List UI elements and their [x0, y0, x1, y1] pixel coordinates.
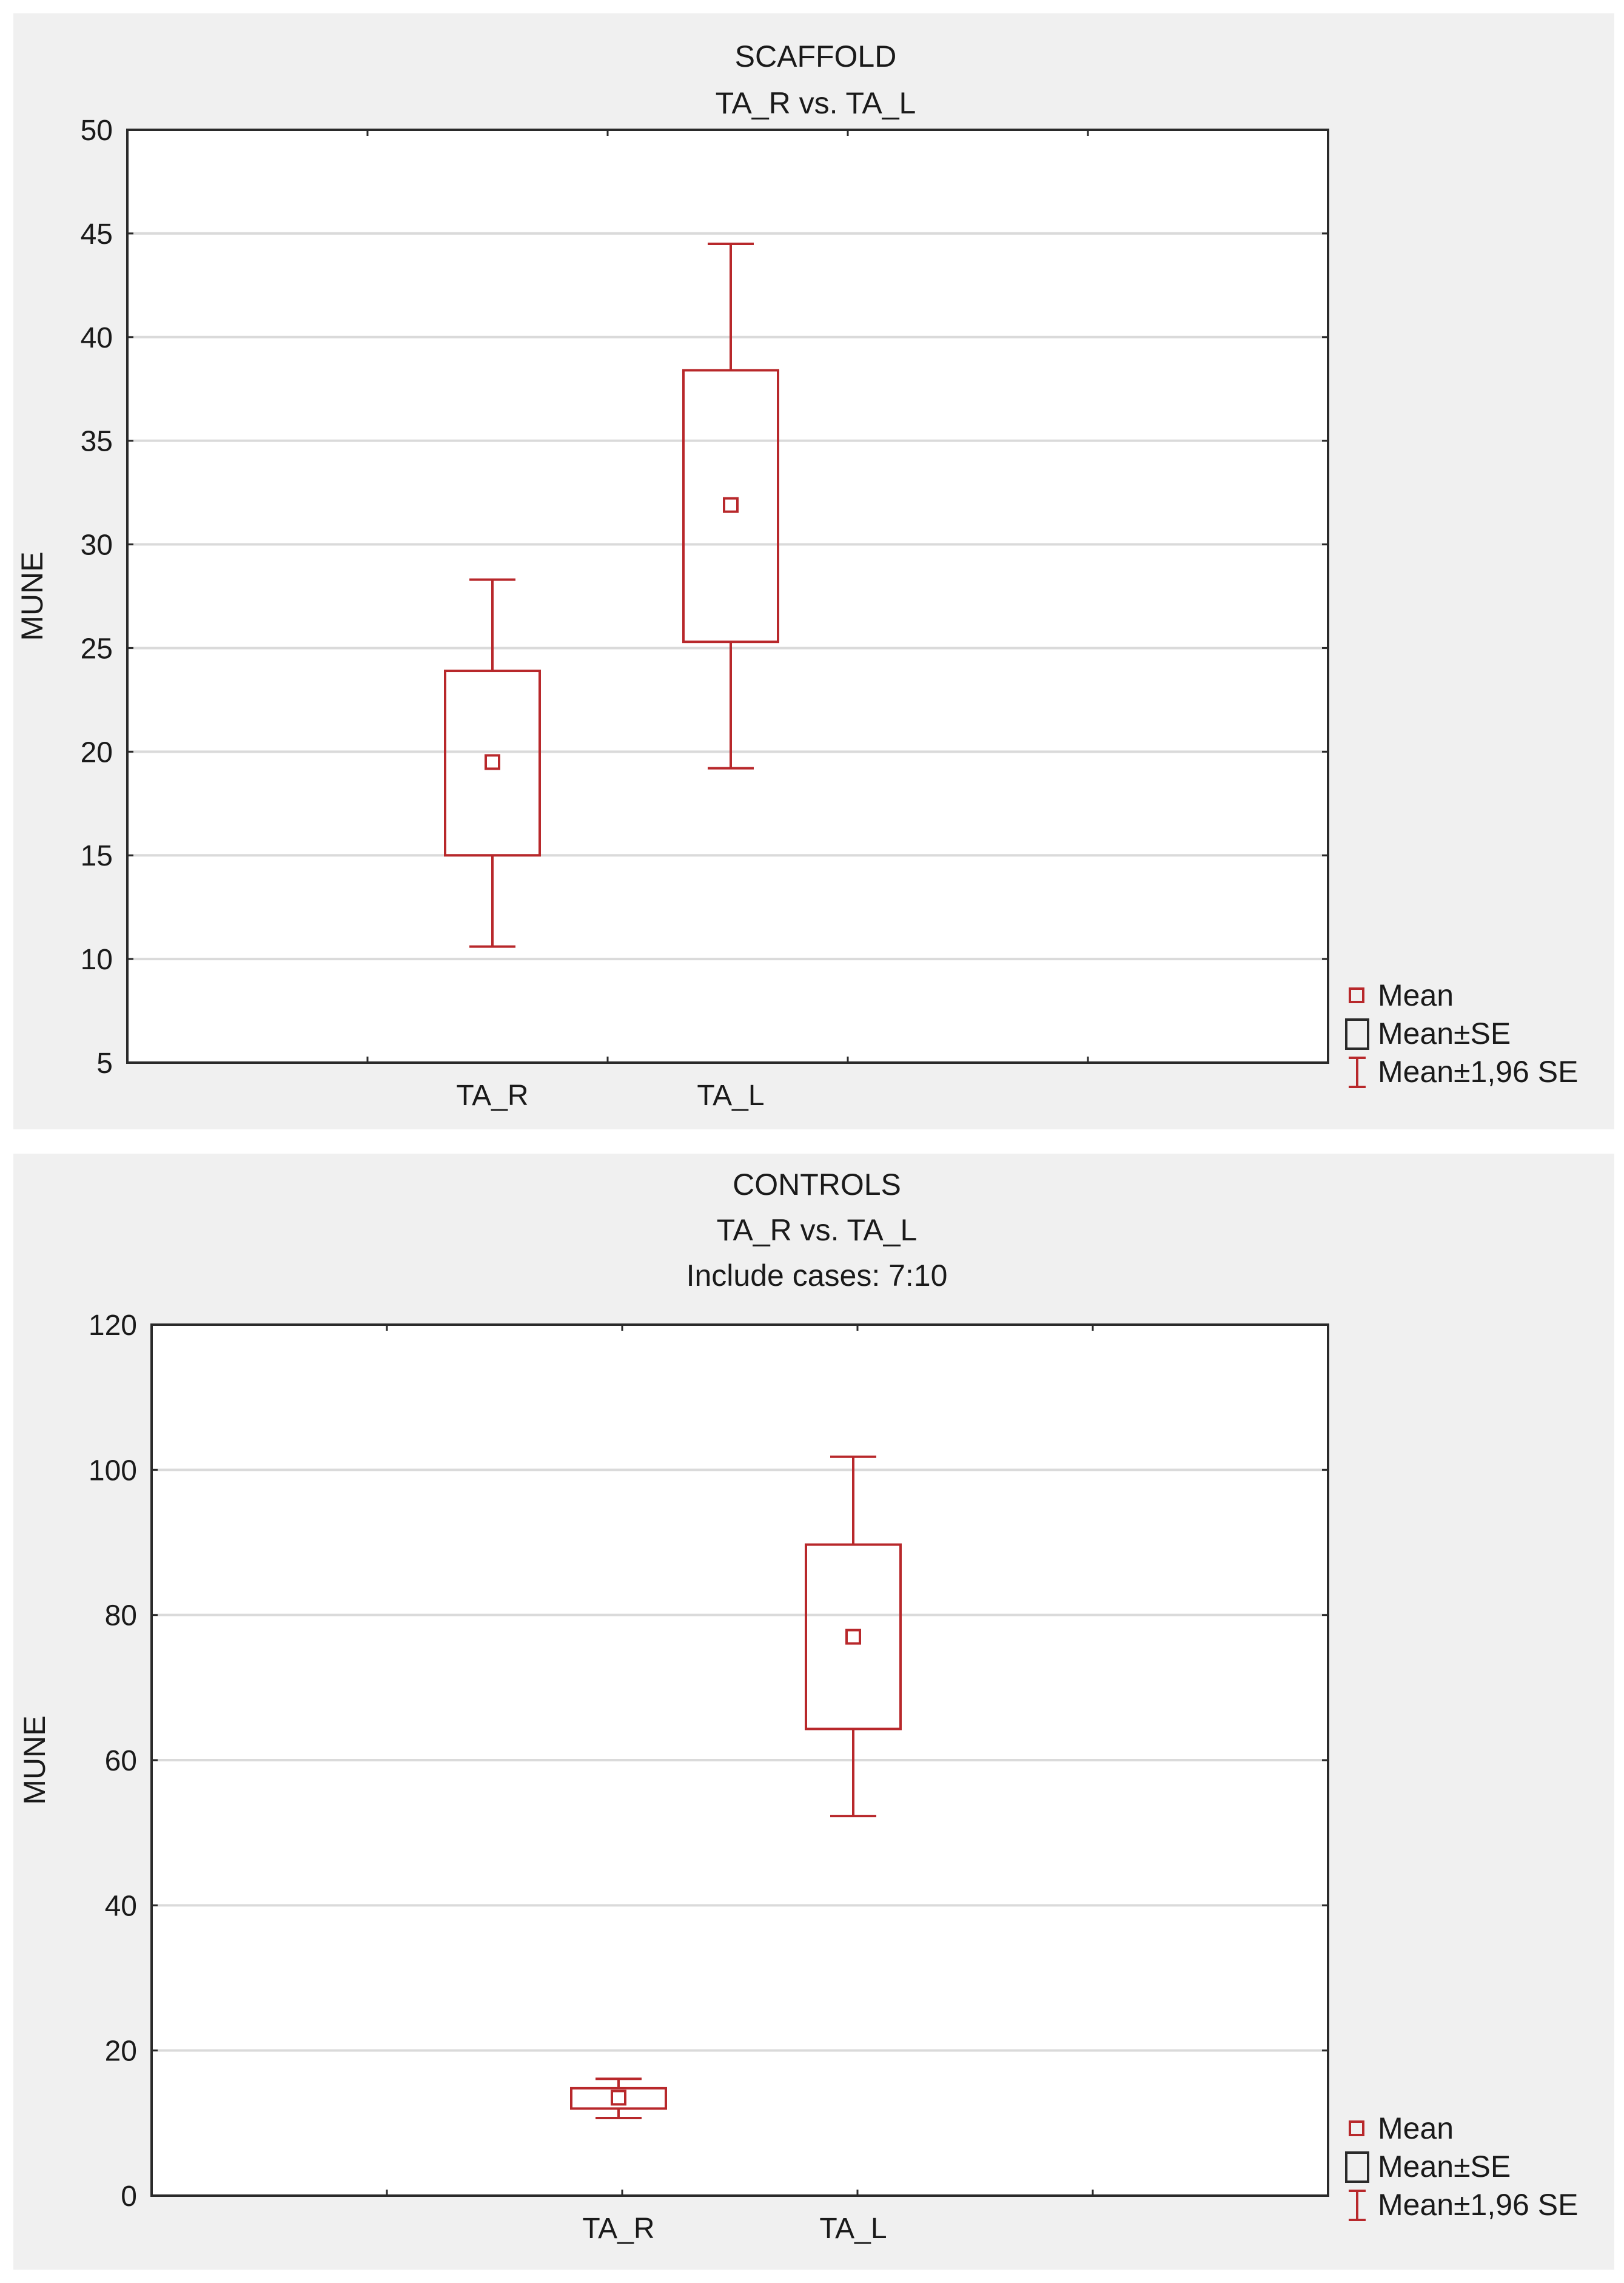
- x-category-label: TA_L: [819, 2213, 887, 2245]
- x-category-label: TA_R: [456, 1080, 528, 1112]
- y-tick-label: 10: [81, 944, 113, 976]
- y-tick-label: 120: [89, 1310, 137, 1342]
- chart-title: SCAFFOLD: [735, 39, 897, 73]
- y-tick-label: 30: [81, 530, 113, 562]
- legend-mean-icon: [1350, 989, 1363, 1002]
- scaffold-chart: SCAFFOLD TA_R vs. TA_L 5 10 15 20 25 30 35 40 45…: [13, 13, 1614, 1129]
- y-tick-label: 20: [105, 2036, 137, 2068]
- controls-chart-panel: CONTROLS TA_R vs. TA_L Include cases: 7:…: [13, 1154, 1614, 2270]
- y-tick-label: 35: [81, 426, 113, 458]
- chart-note: Include cases: 7:10: [686, 1259, 948, 1293]
- y-tick-label: 45: [81, 218, 113, 250]
- legend-label: Mean±SE: [1378, 1017, 1511, 1051]
- y-axis-label: MUNE: [18, 1715, 52, 1804]
- legend-mean-icon: [1350, 2122, 1363, 2135]
- y-tick-label: 15: [81, 840, 113, 872]
- y-tick-label: 5: [96, 1047, 113, 1080]
- controls-chart: CONTROLS TA_R vs. TA_L Include cases: 7:…: [13, 1154, 1614, 2270]
- legend-label: Mean±1,96 SE: [1378, 1055, 1578, 1089]
- y-tick-label: 80: [105, 1600, 137, 1632]
- legend-se-box-icon: [1346, 2153, 1368, 2182]
- legend-label: Mean±SE: [1378, 2150, 1511, 2184]
- scaffold-chart-panel: SCAFFOLD TA_R vs. TA_L 5 10 15 20 25 30 35 40 45…: [13, 13, 1614, 1129]
- x-category-label: TA_R: [582, 2213, 654, 2245]
- chart-subtitle: TA_R vs. TA_L: [716, 86, 916, 120]
- chart-title: CONTROLS: [733, 1168, 901, 1202]
- legend-label: Mean±1,96 SE: [1378, 2188, 1578, 2222]
- legend-se-box-icon: [1346, 1020, 1368, 1049]
- y-tick-label: 25: [81, 633, 113, 665]
- plot-area: [127, 130, 1328, 1063]
- y-tick-label: 40: [105, 1890, 137, 1922]
- chart-subtitle: TA_R vs. TA_L: [717, 1213, 918, 1247]
- y-axis-label: MUNE: [15, 551, 49, 641]
- y-tick-label: 60: [105, 1745, 137, 1777]
- y-tick-label: 50: [81, 115, 113, 147]
- legend-label: Mean: [1378, 2111, 1454, 2145]
- y-tick-label: 0: [121, 2180, 137, 2213]
- x-category-label: TA_L: [697, 1080, 764, 1112]
- y-tick-label: 20: [81, 736, 113, 768]
- legend-label: Mean: [1378, 978, 1454, 1012]
- y-tick-label: 40: [81, 322, 113, 354]
- y-tick-label: 100: [89, 1454, 137, 1487]
